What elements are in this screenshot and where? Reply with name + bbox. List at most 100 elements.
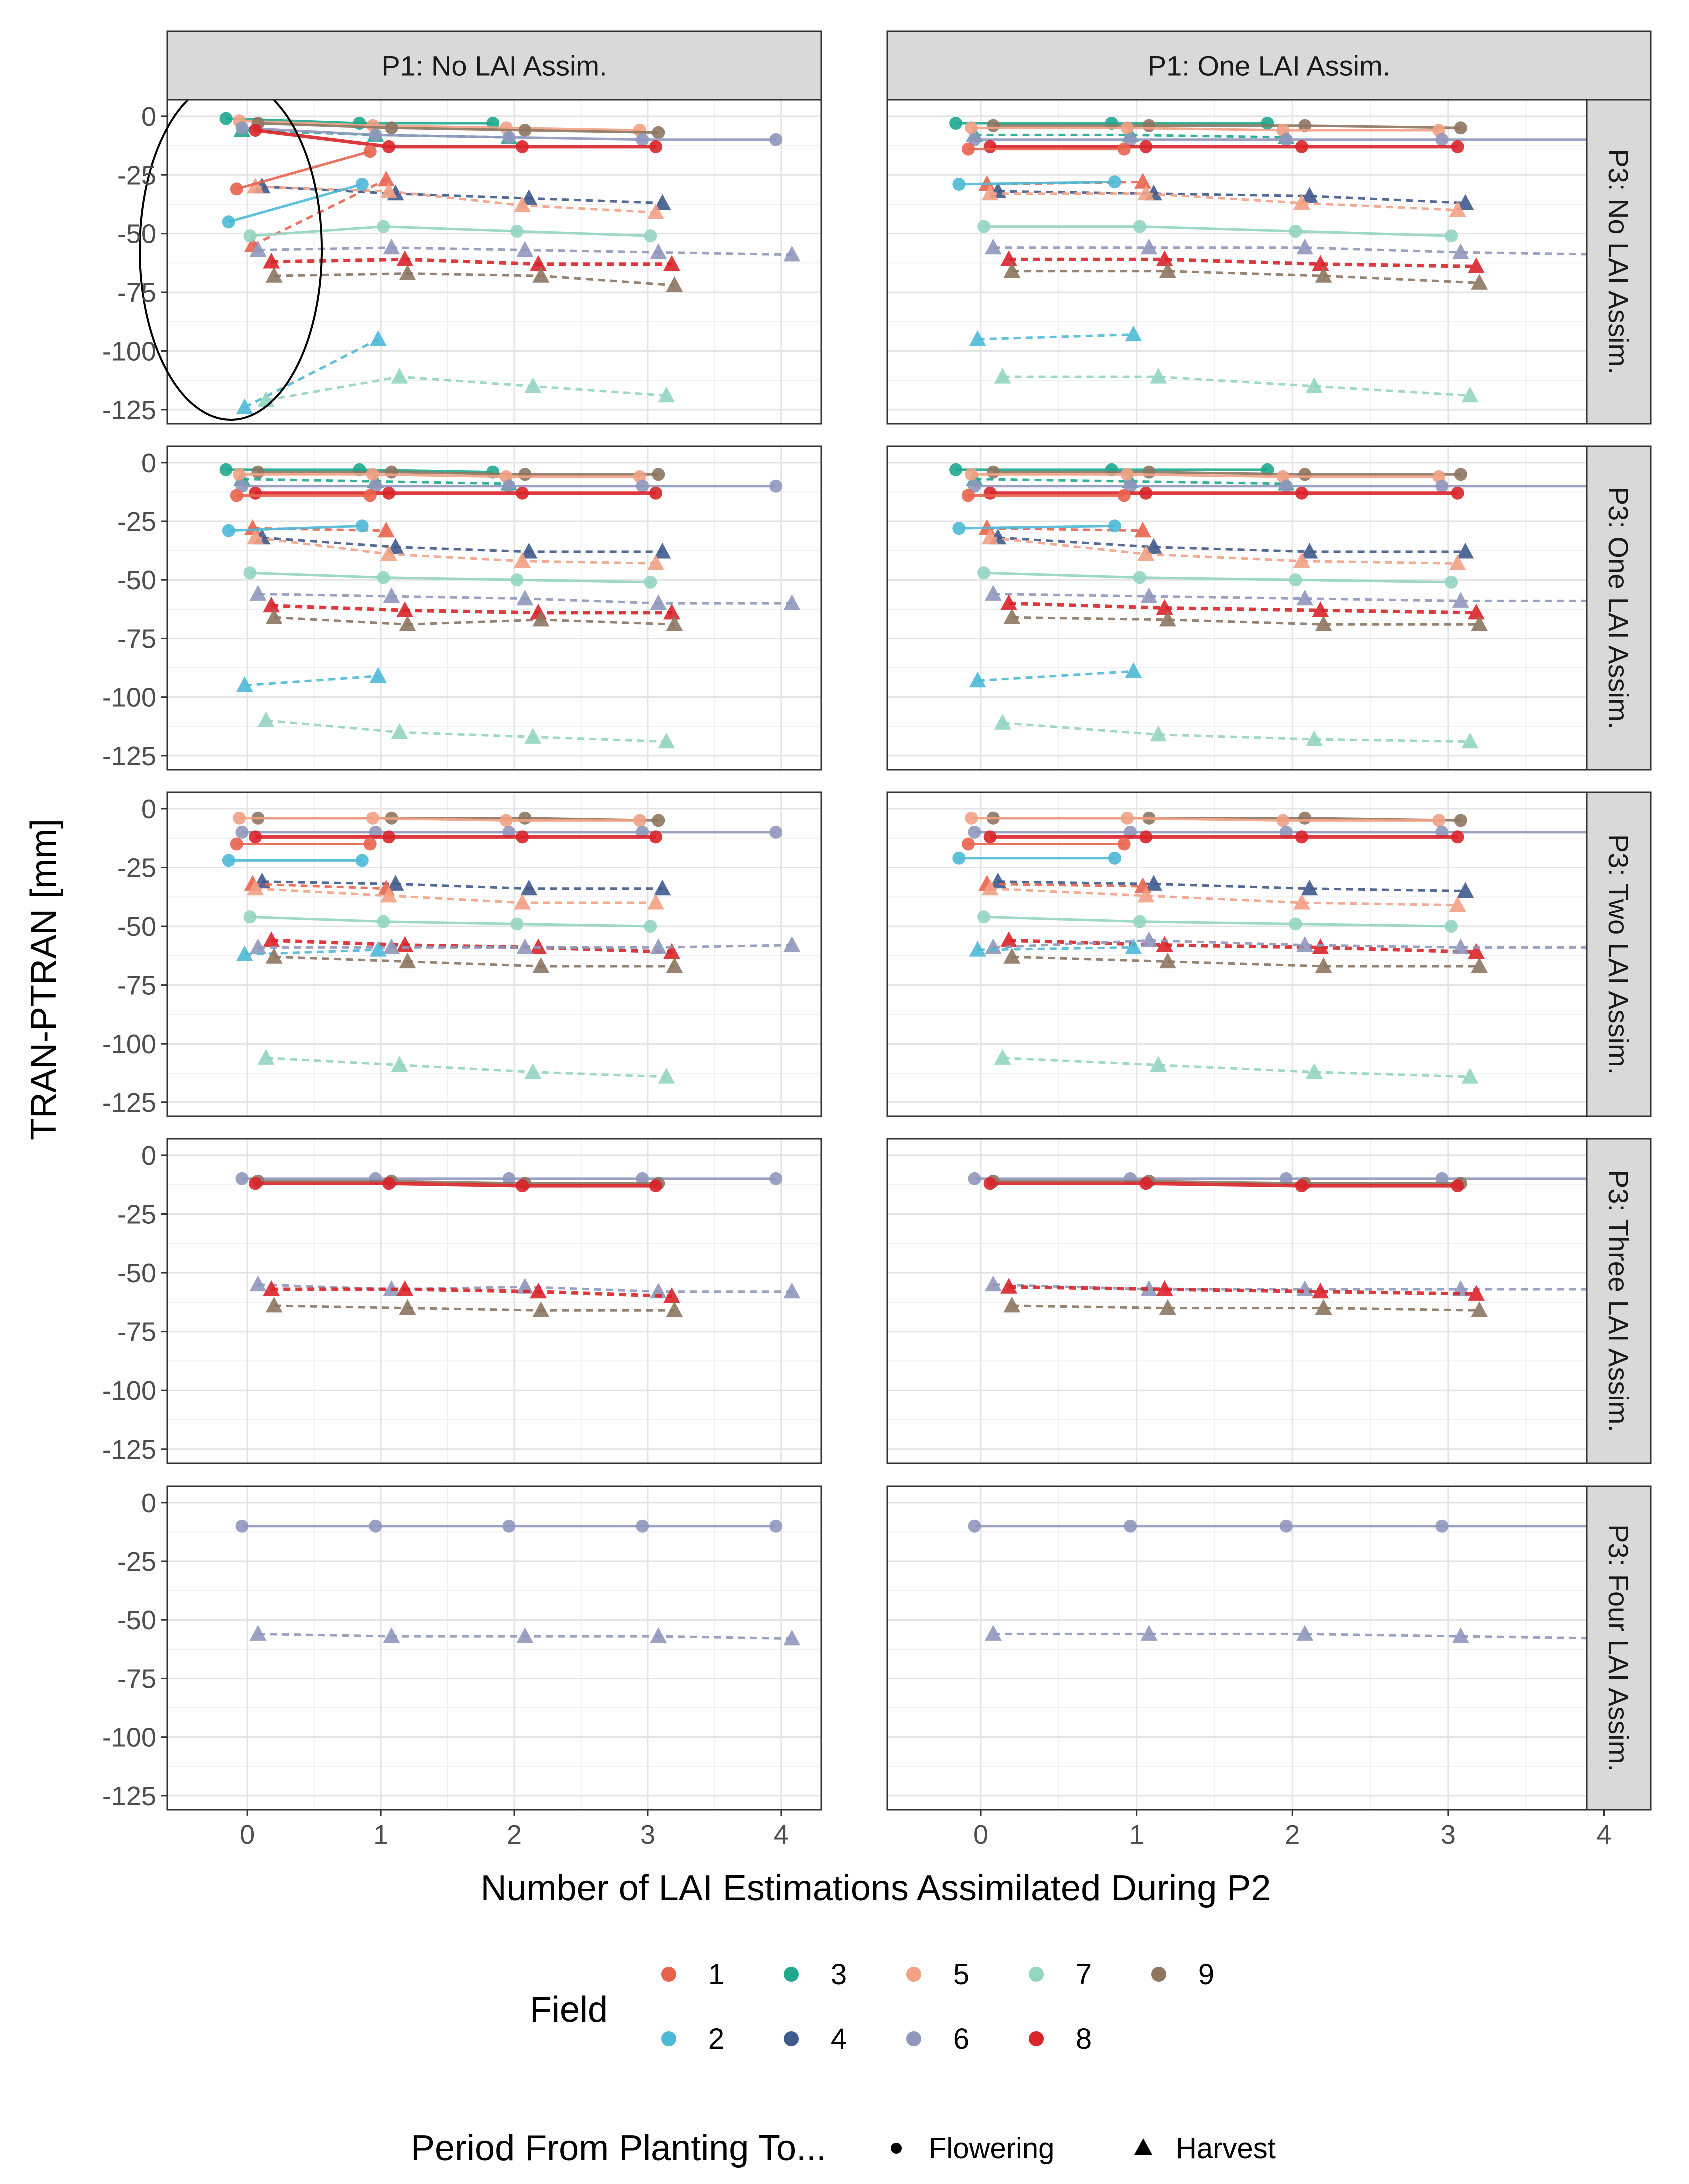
data-point-circle-field-7 xyxy=(1445,229,1458,243)
data-point-triangle-field-2 xyxy=(1125,662,1142,678)
data-point-triangle-field-6 xyxy=(984,238,1002,255)
series-line-field-6-harvest xyxy=(993,246,1617,256)
legend-label-field-5: 5 xyxy=(953,1958,969,1991)
series-line-field-2-harvest xyxy=(977,333,1134,341)
series-line-field-8-flowering xyxy=(990,1181,1458,1188)
data-point-triangle-field-9 xyxy=(1159,610,1176,627)
legend-key-field-9 xyxy=(1151,1967,1166,1982)
series-line-field-5-flowering xyxy=(971,473,1439,478)
data-point-triangle-field-9 xyxy=(666,276,683,292)
data-point-circle-field-8 xyxy=(516,830,529,844)
data-point-circle-field-9 xyxy=(1142,119,1156,132)
column-strip-box xyxy=(166,30,822,101)
period-legend-key-circle xyxy=(891,2143,902,2154)
data-point-circle-field-8 xyxy=(249,124,262,137)
data-point-triangle-field-4 xyxy=(654,194,671,210)
data-point-triangle-field-8 xyxy=(1156,936,1173,952)
panel-4-1 xyxy=(887,1486,1651,1810)
data-point-circle-field-9 xyxy=(652,126,665,139)
data-point-triangle-field-8 xyxy=(1312,1282,1329,1299)
data-point-triangle-field-8 xyxy=(396,1280,414,1296)
series-line-field-7-harvest xyxy=(266,375,667,402)
data-point-circle-field-3 xyxy=(219,112,233,125)
data-point-circle-field-9 xyxy=(986,465,1000,479)
data-point-triangle-field-6 xyxy=(249,1275,267,1292)
data-point-triangle-field-2 xyxy=(969,671,986,688)
data-point-triangle-field-7 xyxy=(994,1049,1011,1065)
data-point-triangle-field-6 xyxy=(984,1625,1002,1641)
series-line-field-5-harvest xyxy=(255,185,656,214)
panel-border xyxy=(166,1138,822,1464)
data-point-circle-field-8 xyxy=(516,486,529,500)
series-line-field-3-harvest xyxy=(974,478,1286,485)
data-point-circle-field-1 xyxy=(962,142,975,156)
legend: Field Period From Planting To... 1 2 3 4 5 6 7… xyxy=(411,1958,1276,2168)
row-strip-box xyxy=(1586,791,1652,1117)
data-point-triangle-field-8 xyxy=(530,255,547,271)
data-point-triangle-field-7 xyxy=(524,377,542,393)
data-point-triangle-field-6 xyxy=(516,1627,534,1643)
data-point-triangle-field-8 xyxy=(263,1280,280,1296)
data-point-triangle-field-9 xyxy=(1315,615,1332,631)
panel-series-0-1 xyxy=(949,117,1625,403)
data-point-triangle-field-9 xyxy=(1471,957,1488,973)
data-point-triangle-field-5 xyxy=(1293,552,1310,568)
series-line-field-7-flowering xyxy=(984,571,1452,584)
data-point-circle-field-3 xyxy=(219,463,233,476)
data-point-circle-field-7 xyxy=(1289,917,1302,931)
legend-key-field-3 xyxy=(784,1967,799,1982)
data-point-triangle-field-8 xyxy=(1000,1278,1018,1294)
column-strip-box xyxy=(886,30,1652,101)
axes: 0 -25 -50 -75 -100 -125 0 -25 -50 -75 -100 -125 0 -25… xyxy=(102,102,1612,1850)
y-tick-label: -100 xyxy=(102,683,156,713)
data-point-circle-field-8 xyxy=(1295,1179,1308,1193)
data-point-circle-field-2 xyxy=(355,519,369,533)
data-point-circle-field-6 xyxy=(1124,133,1137,146)
y-tick-label: -75 xyxy=(117,1317,156,1347)
data-point-triangle-field-6 xyxy=(650,1627,667,1643)
data-point-circle-field-8 xyxy=(1451,486,1464,500)
row-strip-label: P3: Three LAI Assim. xyxy=(1603,1170,1634,1432)
data-point-circle-field-1 xyxy=(363,145,377,158)
y-tick-label: 0 xyxy=(141,794,156,824)
panel-background xyxy=(887,1486,1651,1810)
data-point-triangle-field-8 xyxy=(263,596,280,613)
data-point-triangle-field-5 xyxy=(647,894,664,910)
series-line-field-9-harvest xyxy=(274,955,675,968)
data-point-circle-field-6 xyxy=(1435,479,1449,493)
data-point-circle-field-6 xyxy=(636,1172,649,1185)
data-point-circle-field-3 xyxy=(949,117,963,130)
legend-key-field-7 xyxy=(1029,1967,1044,1982)
y-tick-label: -25 xyxy=(117,1199,156,1229)
data-point-circle-field-8 xyxy=(1295,486,1308,500)
series-line-field-6-harvest xyxy=(993,939,1617,949)
data-point-triangle-field-9 xyxy=(265,267,283,283)
data-point-triangle-field-5 xyxy=(981,528,999,545)
series-line-field-2-flowering xyxy=(959,524,1115,530)
y-axis-label: TRAN-PTRAN [mm] xyxy=(24,819,64,1140)
legend-key-field-1 xyxy=(661,1967,676,1982)
data-point-circle-field-8 xyxy=(382,1177,396,1190)
data-point-triangle-field-8 xyxy=(1000,594,1018,610)
data-point-circle-field-8 xyxy=(382,486,396,500)
data-point-circle-field-7 xyxy=(510,917,524,931)
data-point-circle-field-6 xyxy=(235,121,249,135)
data-point-triangle-field-9 xyxy=(1315,267,1332,283)
series-line-field-5-harvest xyxy=(990,192,1458,212)
data-point-circle-field-6 xyxy=(769,133,783,146)
y-tick-label: -75 xyxy=(117,278,156,308)
data-point-triangle-field-7 xyxy=(1461,386,1479,403)
panel-background xyxy=(167,1486,821,1810)
data-point-circle-field-6 xyxy=(1435,1519,1449,1533)
legend-label-field-7: 7 xyxy=(1076,1958,1092,1991)
data-point-circle-field-7 xyxy=(377,915,390,928)
data-point-triangle-field-8 xyxy=(1468,943,1485,959)
series-line-field-7-flowering xyxy=(984,915,1452,928)
data-point-triangle-field-8 xyxy=(663,1287,680,1303)
data-point-circle-field-8 xyxy=(983,1177,997,1190)
data-point-triangle-field-7 xyxy=(658,386,675,403)
panel-series-1-1 xyxy=(949,463,1625,749)
data-point-triangle-field-8 xyxy=(1468,603,1485,620)
data-point-triangle-field-6 xyxy=(1140,238,1158,255)
data-point-triangle-field-7 xyxy=(994,714,1011,730)
